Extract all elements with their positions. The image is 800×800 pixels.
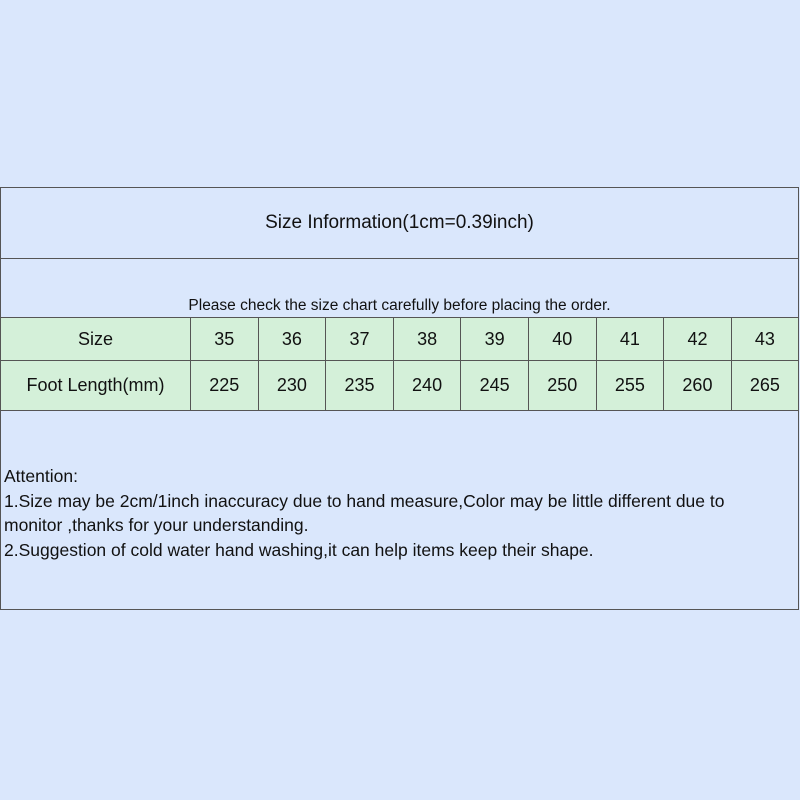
length-cell: 260 xyxy=(664,361,732,410)
attention-notes: Attention: 1.Size may be 2cm/1inch inacc… xyxy=(4,464,798,562)
size-label: Size xyxy=(1,318,191,360)
size-cell: 40 xyxy=(529,318,597,360)
size-row: Size 35 36 37 38 39 40 41 42 43 xyxy=(1,318,798,361)
foot-length-row: Foot Length(mm) 225 230 235 240 245 250 … xyxy=(1,361,798,411)
attention-line: 2.Suggestion of cold water hand washing,… xyxy=(4,539,594,560)
length-cell: 255 xyxy=(597,361,665,410)
size-cell: 37 xyxy=(326,318,394,360)
size-cell: 41 xyxy=(597,318,665,360)
size-cell: 43 xyxy=(754,328,775,349)
length-cell: 235 xyxy=(326,361,394,410)
length-cell: 225 xyxy=(191,361,259,410)
size-cell: 38 xyxy=(394,318,462,360)
length-cell: 245 xyxy=(461,361,529,410)
length-cell: 240 xyxy=(394,361,462,410)
chart-title: Size Information(1cm=0.39inch) xyxy=(1,188,798,259)
size-cell: 35 xyxy=(191,318,259,360)
foot-length-label: Foot Length(mm) xyxy=(1,361,191,410)
attention-line: 1.Size may be 2cm/1inch inaccuracy due t… xyxy=(4,490,725,511)
size-cell: 42 xyxy=(664,318,732,360)
chart-subtitle: Please check the size chart carefully be… xyxy=(1,258,798,318)
size-cell: 39 xyxy=(461,318,529,360)
attention-heading: Attention: xyxy=(4,466,78,486)
attention-line: monitor ,thanks for your understanding. xyxy=(4,515,309,535)
size-chart: Size Information(1cm=0.39inch) Please ch… xyxy=(0,187,799,610)
length-cell: 265 xyxy=(749,375,780,395)
size-cell: 36 xyxy=(259,318,327,360)
length-cell: 230 xyxy=(259,361,327,410)
length-cell: 250 xyxy=(529,361,597,410)
